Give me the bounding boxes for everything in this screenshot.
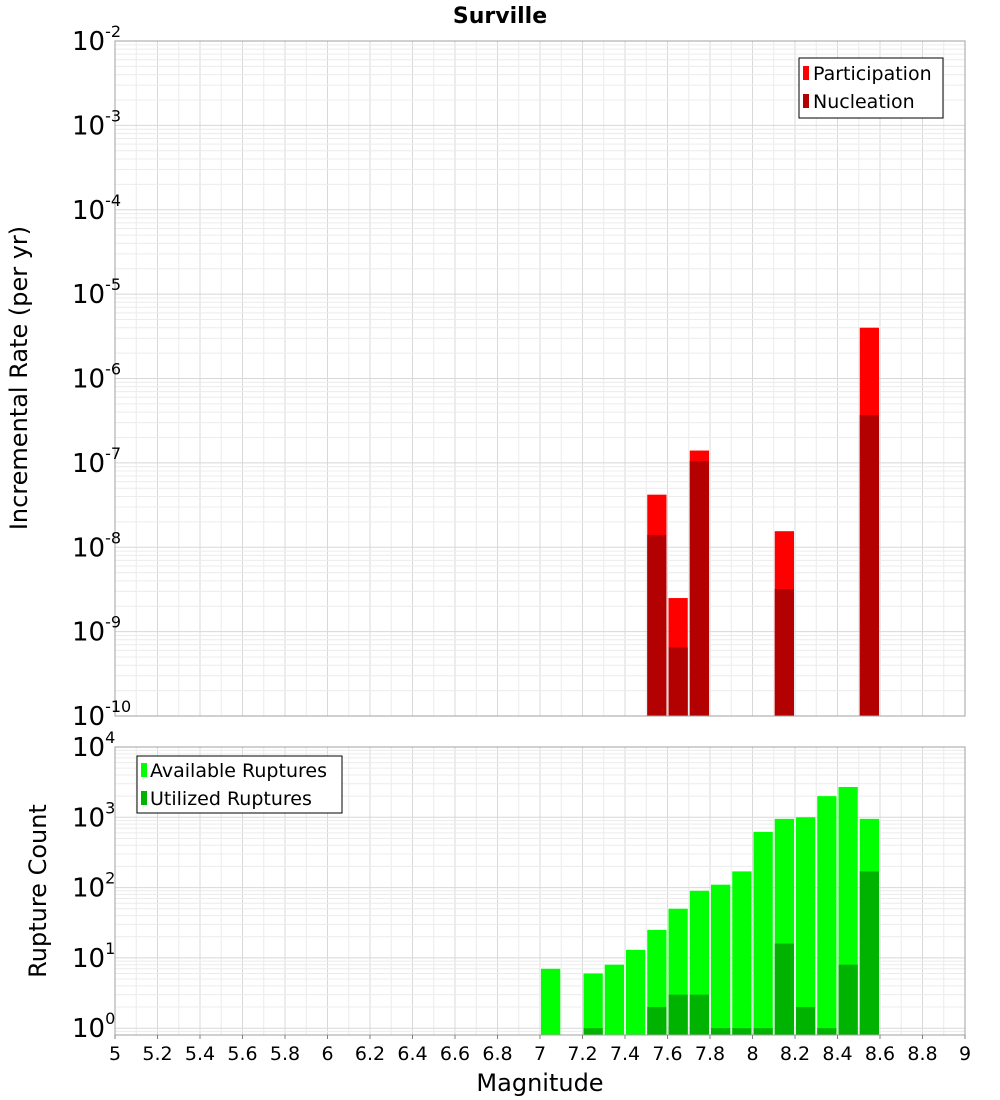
x-tick-label: 7.4 <box>610 1043 640 1065</box>
bar-nucleation <box>689 461 709 716</box>
y-tick-label: 10-2 <box>72 22 121 57</box>
legend-swatch-utilized <box>141 791 147 805</box>
bar-utilized-ruptures <box>774 943 794 1035</box>
x-axis-label: Magnitude <box>476 1069 603 1097</box>
x-tick-label: 8.8 <box>907 1043 937 1065</box>
bar-utilized-ruptures <box>817 1028 837 1035</box>
x-tick-label: 9 <box>959 1043 971 1065</box>
bar-available-ruptures <box>796 817 816 1035</box>
bar-nucleation <box>668 647 688 716</box>
bar-available-ruptures <box>583 973 603 1035</box>
x-tick-label: 6.2 <box>355 1043 385 1065</box>
x-tick-label: 7.2 <box>567 1043 597 1065</box>
y-tick-label: 102 <box>72 869 115 904</box>
y-tick-label: 103 <box>72 798 115 833</box>
bar-utilized-ruptures <box>583 1028 603 1035</box>
bar-available-ruptures <box>817 796 837 1035</box>
x-tick-label: 8.2 <box>780 1043 810 1065</box>
bar-available-ruptures <box>626 949 646 1035</box>
x-tick-label: 8.6 <box>865 1043 895 1065</box>
y-tick-label: 10-8 <box>72 528 121 563</box>
y-tick-label: 10-4 <box>72 191 121 226</box>
x-tick-label: 5.6 <box>227 1043 257 1065</box>
count-legend-box <box>136 755 343 814</box>
y-tick-label: 10-6 <box>72 360 121 395</box>
count-y-ticks: 100 101 102 103 104 <box>72 728 115 1044</box>
legend-swatch-available <box>141 763 147 777</box>
legend-swatch-participation <box>803 66 809 80</box>
bar-available-ruptures <box>604 964 624 1035</box>
bar-nucleation <box>647 534 667 716</box>
rate-gridlines <box>114 40 966 717</box>
bar-available-ruptures <box>732 871 752 1035</box>
x-ticks: 5 5.2 5.4 5.6 5.8 6 6.2 6.4 6.6 6.8 7 7.2 7.4 7.6 7.8 8… <box>109 1035 971 1065</box>
bar-nucleation <box>774 589 794 716</box>
bar-utilized-ruptures <box>732 1028 752 1035</box>
y-tick-label: 10-5 <box>72 275 121 310</box>
rate-plot-frame <box>114 40 966 717</box>
x-tick-label: 7 <box>534 1043 546 1065</box>
x-tick-label: 6.6 <box>440 1043 470 1065</box>
x-tick-label: 6 <box>321 1043 333 1065</box>
x-tick-label: 5.2 <box>142 1043 172 1065</box>
rate-y-ticks: 10-10 10-9 10-8 10-7 10-6 10-5 10-4 10-3 10-2 <box>72 22 131 732</box>
x-tick-label: 8 <box>746 1043 758 1065</box>
x-tick-label: 5.8 <box>270 1043 300 1065</box>
bar-nucleation <box>859 414 879 716</box>
bar-available-ruptures <box>711 884 731 1035</box>
count-y-axis-label: Rupture Count <box>24 804 52 978</box>
y-tick-label: 104 <box>72 728 115 763</box>
y-tick-label: 10-10 <box>72 697 131 732</box>
rate-bars <box>647 327 879 716</box>
count-legend: Available Ruptures Utilized Ruptures <box>136 755 343 814</box>
rate-legend: Participation Nucleation <box>798 57 944 119</box>
x-tick-label: 5 <box>109 1043 121 1065</box>
y-tick-label: 10-3 <box>72 106 121 141</box>
rate-y-axis-label: Incremental Rate (per yr) <box>5 226 33 530</box>
bar-utilized-ruptures <box>753 1028 773 1035</box>
legend-swatch-nucleation <box>803 94 809 108</box>
y-tick-label: 10-9 <box>72 613 121 648</box>
x-tick-label: 6.4 <box>397 1043 427 1065</box>
bar-utilized-ruptures <box>689 994 709 1035</box>
rate-legend-box <box>798 57 944 119</box>
bar-utilized-ruptures <box>668 994 688 1035</box>
x-tick-label: 7.6 <box>652 1043 682 1065</box>
x-tick-label: 8.4 <box>822 1043 852 1065</box>
count-panel: 100 101 102 103 104 5 5.2 5.4 5.6 5.8 6 6.2 6.4 6.6 6… <box>24 728 971 1097</box>
bar-utilized-ruptures <box>838 964 858 1035</box>
legend-label-available: Available Ruptures <box>150 760 327 782</box>
y-tick-label: 100 <box>72 1009 115 1044</box>
bar-utilized-ruptures <box>859 871 879 1035</box>
chart-title: Surville <box>453 4 547 29</box>
bar-utilized-ruptures <box>647 1007 667 1035</box>
bar-available-ruptures <box>753 831 773 1035</box>
bar-utilized-ruptures <box>796 1007 816 1035</box>
x-tick-label: 5.4 <box>185 1043 215 1065</box>
legend-label-participation: Participation <box>813 63 932 85</box>
y-tick-label: 10-7 <box>72 444 121 479</box>
bar-available-ruptures <box>541 968 561 1035</box>
legend-label-nucleation: Nucleation <box>813 91 915 113</box>
rate-panel: 10-10 10-9 10-8 10-7 10-6 10-5 10-4 10-3 10-2 In… <box>5 22 966 732</box>
x-tick-label: 6.8 <box>482 1043 512 1065</box>
x-tick-label: 7.8 <box>695 1043 725 1065</box>
count-bars <box>541 786 879 1035</box>
y-tick-label: 101 <box>72 939 115 974</box>
bar-utilized-ruptures <box>711 1028 731 1035</box>
legend-label-utilized: Utilized Ruptures <box>150 788 312 810</box>
